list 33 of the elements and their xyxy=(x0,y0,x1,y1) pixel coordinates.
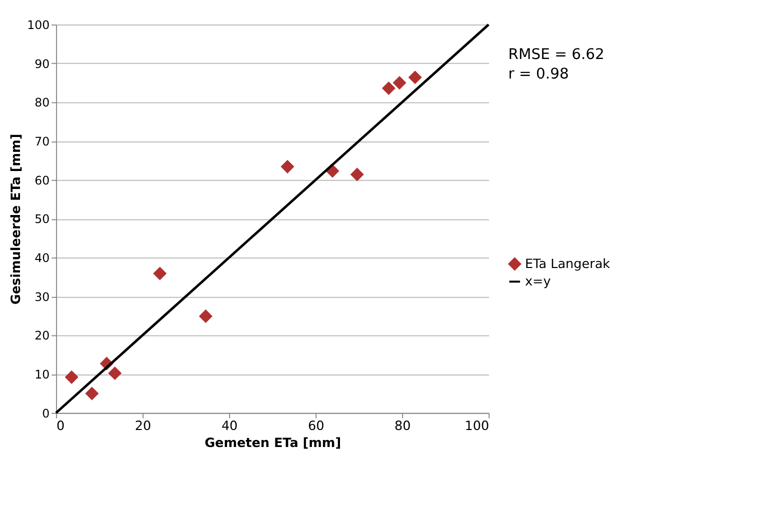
x-tick-label: 80 xyxy=(394,419,411,434)
y-tick-label: 80 xyxy=(34,96,50,110)
y-tick-label: 70 xyxy=(34,134,50,148)
text: RMSE = 6.62 xyxy=(508,46,604,63)
y-tick-label: 50 xyxy=(34,212,50,226)
point xyxy=(108,366,122,380)
x-tick-label: 100 xyxy=(464,419,490,434)
y-tick-label: 100 xyxy=(27,18,50,32)
legend-label: x=y xyxy=(524,274,552,290)
point xyxy=(382,81,396,96)
x-tick-label: 40 xyxy=(221,419,238,434)
x-tick-label: 60 xyxy=(308,419,324,434)
point xyxy=(64,370,78,384)
y-tick-label: 20 xyxy=(34,328,50,343)
point xyxy=(392,76,406,90)
point xyxy=(280,160,294,174)
legend-label: ETa Langerak xyxy=(524,256,611,272)
y-tick-label: 30 xyxy=(34,290,50,304)
y-tick-label: 0 xyxy=(42,406,50,420)
y-axis-title: Gesimuleerde ETa [mm] xyxy=(9,134,24,305)
x-tick-label: 20 xyxy=(134,419,152,434)
point xyxy=(350,168,364,182)
point xyxy=(408,70,422,84)
y-tick-label: 60 xyxy=(34,173,50,188)
y-tick-label: 40 xyxy=(34,250,50,265)
x-axis-title: Gemeten ETa [mm] xyxy=(204,436,342,451)
point xyxy=(198,309,212,323)
point xyxy=(153,266,167,280)
y-tick-label: 90 xyxy=(34,56,50,71)
text: r = 0.98 xyxy=(508,66,569,83)
point xyxy=(85,386,99,400)
y-tick-label: 10 xyxy=(34,367,50,382)
x-tick-label: 0 xyxy=(56,419,65,434)
